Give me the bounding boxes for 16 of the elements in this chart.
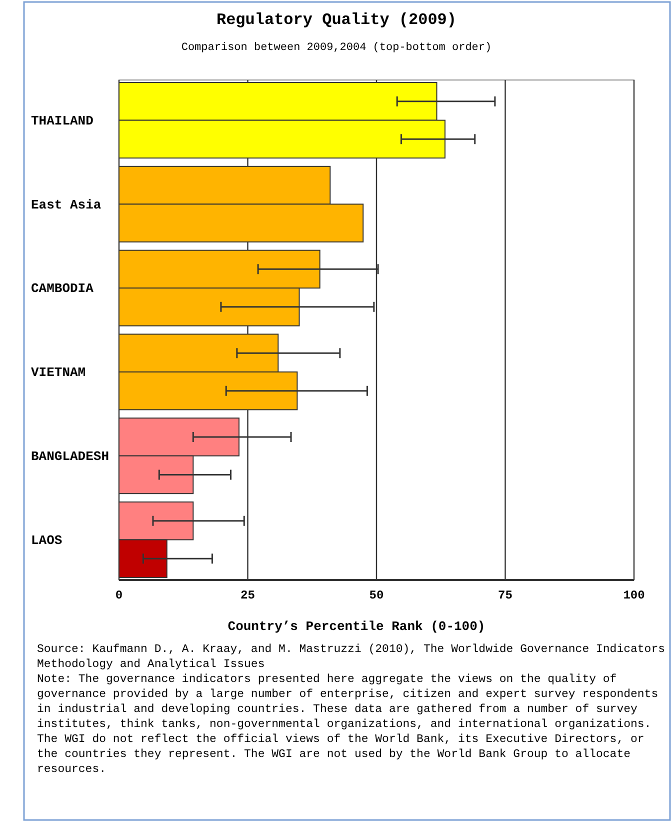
y-tick-label: CAMBODIA: [31, 281, 94, 296]
x-tick-label: 0: [115, 588, 123, 603]
x-tick-label: 25: [240, 588, 255, 603]
y-tick-label: LAOS: [31, 532, 62, 548]
x-axis-title: Country’s Percentile Rank (0-100): [228, 619, 486, 634]
y-tick-label: East Asia: [31, 197, 102, 212]
x-tick-label: 50: [369, 588, 384, 603]
chart-subtitle: Comparison between 2009,2004 (top-bottom order): [181, 42, 492, 54]
x-tick-label: 75: [498, 588, 512, 603]
x-tick-label: 100: [623, 588, 645, 603]
y-tick-label: THAILAND: [31, 113, 94, 128]
chart-title: Regulatory Quality (2009): [216, 11, 457, 29]
source-note: Source: Kaufmann D., A. Kraay, and M. Mastruzzi (2010), The Worldwide Governance Indicators Methodology and Analytical Issues: [37, 642, 666, 672]
text: Note: The governance indicators presented here aggregate the views on the quality of governance provided by a large number of enterprise, citizen and expert survey respondents in industrial and developing countries. These data are gathered from a number of survey institutes, think tanks, non-governmental organizations, and international organizations. The WGI do not reflect the official views of the World Bank, its Executive Directors, or the countries they represent. The WGI are not used by the World Bank Group to allocate resources.: [37, 672, 660, 777]
y-tick-label: BANGLADESH: [31, 449, 110, 464]
y-tick-label: VIETNAM: [31, 365, 86, 380]
